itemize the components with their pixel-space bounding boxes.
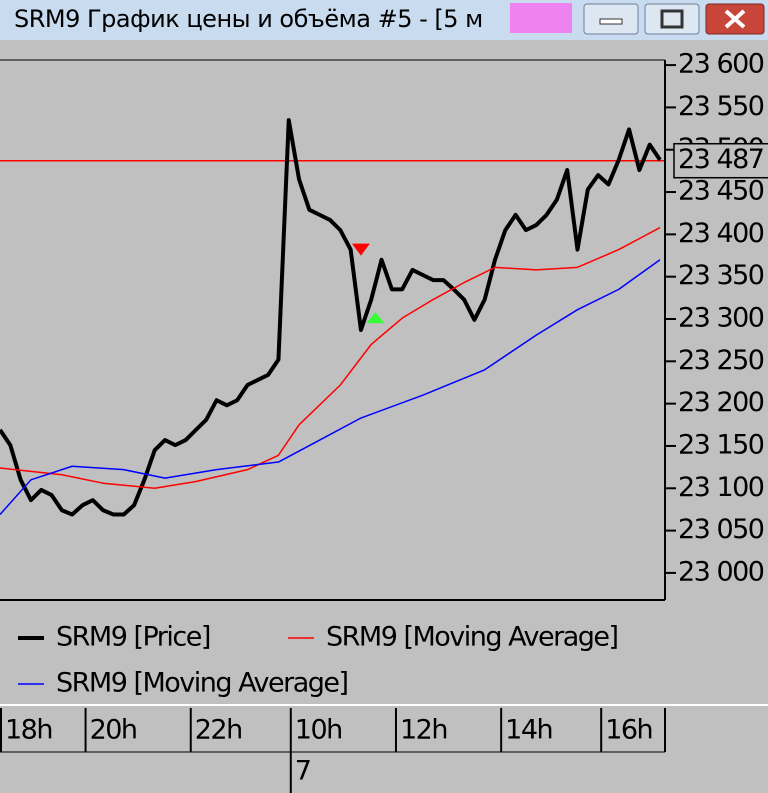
date-label: 7: [295, 756, 311, 787]
y-tick-label: 23 400: [678, 218, 764, 249]
legend-label: SRM9 [Moving Average]: [326, 622, 618, 653]
y-tick-label: 23 200: [678, 387, 764, 418]
y-tick-label: 23 350: [678, 260, 764, 291]
signal-marker: [366, 312, 385, 324]
legend-label: SRM9 [Moving Average]: [56, 668, 348, 699]
title-bar: [0, 0, 768, 40]
maximize-button[interactable]: [644, 3, 700, 35]
y-tick-label: 23 000: [678, 556, 764, 587]
minimize-icon: [599, 18, 623, 25]
maximize-icon: [660, 9, 684, 29]
y-tick-label: 23 100: [678, 472, 764, 503]
link-button[interactable]: [510, 3, 572, 33]
window-title: SRM9 График цены и объёма #5 - [5 м: [14, 5, 483, 33]
y-tick-label: 23 300: [678, 302, 764, 333]
x-tick-label: 18h: [5, 715, 52, 746]
series-line: [0, 118, 662, 517]
y-tick-label: 23 150: [678, 429, 764, 460]
x-tick-label: 22h: [195, 715, 242, 746]
x-tick-label: 16h: [605, 715, 652, 746]
legend-label: SRM9 [Price]: [56, 622, 210, 653]
series-line: [0, 259, 661, 516]
y-tick-label: 23 450: [678, 176, 764, 207]
level-label: 23 487: [678, 144, 763, 175]
x-tick-label: 12h: [400, 715, 447, 746]
y-tick-label: 23 050: [678, 514, 764, 545]
y-tick-label: 23 600: [678, 49, 764, 80]
series-line: [0, 226, 661, 490]
y-tick-label: 23 550: [678, 91, 764, 122]
x-tick-label: 14h: [505, 715, 552, 746]
x-tick-label: 10h: [295, 715, 342, 746]
level-label-box: [673, 142, 768, 179]
x-tick-label: 20h: [90, 715, 137, 746]
close-icon: [724, 9, 746, 29]
y-tick-label: 23 250: [678, 345, 764, 376]
signal-marker: [351, 243, 370, 256]
plot-area: [0, 118, 665, 517]
